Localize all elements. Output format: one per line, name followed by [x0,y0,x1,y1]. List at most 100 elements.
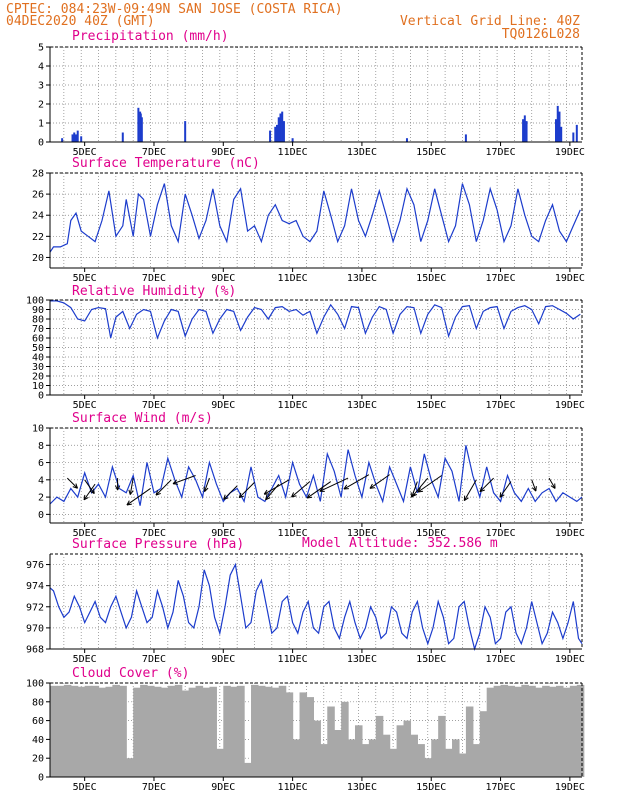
wind-arrow [128,478,134,495]
x-tick-label: 9DEC [211,782,235,793]
pres-series-line [49,562,583,652]
x-tick-label: 13DEC [347,400,377,411]
cloud-bar [313,720,321,777]
y-tick-label: 40 [32,735,44,746]
cloud-bar [63,684,72,777]
x-tick-label: 7DEC [142,273,166,284]
y-tick-label: 972 [26,602,44,613]
y-tick-label: 20 [32,253,44,264]
x-tick-label: 5DEC [73,654,97,665]
cloud-bar [472,744,481,777]
y-tick-label: 2 [38,493,44,504]
cloud-bar [507,685,516,777]
precip-bar [80,136,83,142]
cloud-bar [403,720,412,777]
x-tick-label: 7DEC [142,528,166,539]
temp-title: Surface Temperature (nC) [72,156,260,171]
x-tick-label: 17DEC [485,654,515,665]
wind-arrow [369,474,390,489]
y-tick-label: 60 [32,334,44,345]
cloud-bar [50,685,58,777]
y-tick-label: 2 [38,100,44,111]
cloud-bar [223,685,231,777]
precip-bar [523,115,526,142]
y-tick-label: 100 [26,296,44,307]
x-tick-label: 17DEC [485,147,515,158]
y-tick-label: 60 [32,716,44,727]
wind-arrow [203,477,210,492]
precip-bar [74,134,77,142]
wind-arrow [84,479,95,495]
x-tick-label: 13DEC [347,147,377,158]
y-tick-label: 20 [32,372,44,383]
x-tick-label: 15DEC [416,147,446,158]
y-tick-label: 70 [32,324,44,335]
wind-arrow [114,478,121,491]
x-tick-label: 19DEC [555,528,585,539]
precip-bar [572,132,575,142]
cloud-bar [153,686,162,777]
wind-arrow [291,481,311,498]
cloud-bar [341,701,349,777]
cloud-bar [306,697,315,777]
x-tick-label: 9DEC [211,654,235,665]
x-tick-label: 7DEC [142,782,166,793]
precip-panel: Precipitation (mm/h) 0 1 2 3 4 5 5DEC 7DEC 9DEC 11… [38,29,585,158]
cloud-bar [354,725,363,777]
cloud-bar [167,685,176,777]
cloud-bar [452,739,460,777]
wind-arrow [155,479,172,496]
cloud-bar [410,734,418,777]
precip-bar [281,111,284,142]
cloud-bar [271,687,280,777]
wind-arrow [263,479,290,495]
x-tick-label: 19DEC [555,400,585,411]
cloud-panel: Cloud Cover (%) 0 20 40 60 80 100 5DEC 7DEC 9DEC 1… [26,666,585,793]
cloud-bar [445,748,453,777]
cloud-bar [202,687,211,777]
cloud-bar [348,739,356,777]
y-tick-label: 20 [32,754,44,765]
precip-bar [140,117,143,142]
precip-bar [291,138,294,142]
precip-title: Precipitation (mm/h) [72,29,229,44]
y-tick-label: 968 [26,645,44,656]
cloud-bar [479,711,488,777]
precip-bar [522,119,525,142]
x-tick-label: 15DEC [416,654,446,665]
x-tick-label: 15DEC [416,528,446,539]
x-tick-label: 19DEC [555,273,585,284]
cloud-bar [278,685,287,777]
cloud-bar [181,690,190,777]
cloud-bar [257,685,266,777]
precip-bar [121,132,124,142]
x-tick-label: 5DEC [73,782,97,793]
y-tick-label: 8 [38,441,44,452]
precip-bar [279,113,282,142]
x-tick-label: 9DEC [211,528,235,539]
rh-panel: Relative Humidity (%) 0102030405060708090… [26,284,585,411]
x-tick-label: 13DEC [347,654,377,665]
wind-arrows [66,474,556,506]
cloud-bar [535,687,543,777]
cloud-bar [334,730,342,777]
cloud-bar [292,739,301,777]
precip-bar [139,113,142,142]
precip-bar [277,117,280,142]
y-tick-label: 4 [38,475,44,486]
precip-bar [464,134,467,142]
precip-bar [525,121,528,142]
cloud-bar [56,685,65,777]
header-model-code: TQ0126L028 [502,27,580,42]
x-tick-label: 15DEC [416,273,446,284]
rh-grid [50,299,582,396]
cloud-bar [105,686,113,777]
cloud-bar [562,687,571,777]
x-tick-label: 17DEC [485,528,515,539]
y-tick-label: 5 [38,43,44,54]
x-tick-label: 11DEC [278,782,308,793]
cloud-title: Cloud Cover (%) [72,666,189,681]
y-tick-label: 1 [38,119,44,130]
y-tick-label: 0 [38,138,44,149]
pres-panel: Surface Pressure (hPa) 968 970 972 974 976 5DE… [26,537,585,665]
